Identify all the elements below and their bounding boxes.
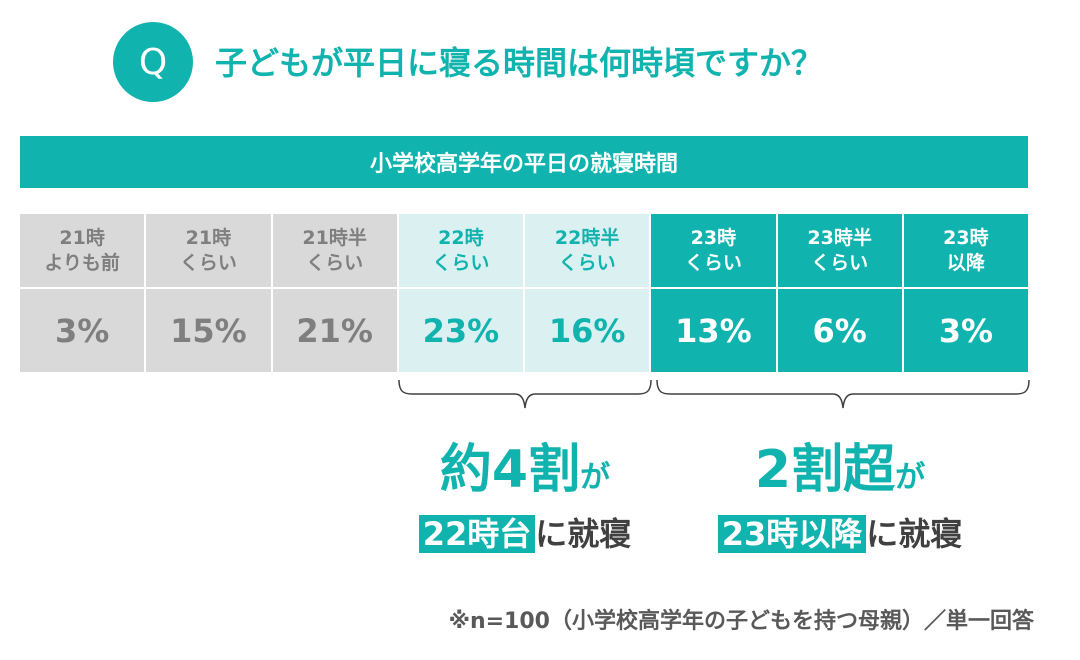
column-around-2330: 23時半 くらい 6%	[775, 214, 902, 372]
callout-highlight: 22時台	[418, 515, 536, 553]
callout-highlight: 23時以降	[717, 515, 867, 553]
column-header: 21時 よりも前	[20, 214, 145, 289]
header-time: 23時	[690, 226, 737, 249]
callout-23-group: 2割超が 23時以降 に就寝	[650, 440, 1030, 556]
header-time: 21時	[185, 226, 232, 249]
header-time: 23時	[943, 226, 989, 249]
header-qualifier: くらい	[684, 251, 742, 274]
column-header: 23時 以降	[903, 214, 1028, 289]
header-time: 22時	[438, 226, 484, 249]
callout-share: 2割超	[754, 440, 896, 500]
header-time: 22時半	[554, 226, 620, 249]
header-qualifier: くらい	[306, 251, 364, 274]
question-title: 子どもが平日に寝る時間は何時頃ですか？	[215, 44, 824, 82]
column-around-22: 22時 くらい 23%	[396, 214, 523, 372]
column-value: 15%	[146, 289, 271, 372]
column-value: 23%	[398, 289, 523, 372]
column-header: 21時 くらい	[146, 214, 271, 289]
question-mark-badge: Q	[113, 22, 193, 102]
column-value: 16%	[525, 289, 650, 372]
header-qualifier: くらい	[811, 251, 869, 274]
brace-22-group	[398, 379, 652, 409]
column-header: 21時半 くらい	[272, 214, 397, 289]
header-qualifier: くらい	[179, 251, 237, 274]
column-header: 23時 くらい	[651, 214, 776, 289]
callout-suffix: に就寝	[535, 515, 632, 553]
column-around-2130: 21時半 くらい 21%	[270, 214, 397, 372]
callout-particle: が	[895, 460, 926, 495]
column-value: 3%	[20, 289, 145, 372]
footnote: ※n=100（小学校高学年の子どもを持つ母親）／単一回答	[448, 609, 1034, 634]
column-header: 23時半 くらい	[777, 214, 902, 289]
column-value: 6%	[777, 289, 902, 372]
callout-suffix: に就寝	[866, 515, 963, 553]
header-time: 21時半	[302, 226, 367, 249]
column-value: 3%	[903, 289, 1028, 372]
column-after-23: 23時 以降 3%	[901, 214, 1028, 372]
callout-share: 約4割	[439, 440, 581, 500]
column-header: 22時 くらい	[398, 214, 523, 289]
bedtime-table: 21時 よりも前 3% 21時 くらい 15% 21時半 くらい 21% 22時…	[20, 214, 1028, 372]
column-around-21: 21時 くらい 15%	[144, 214, 271, 372]
column-header: 22時半 くらい	[525, 214, 650, 289]
column-value: 21%	[272, 289, 397, 372]
header-qualifier: くらい	[558, 251, 616, 274]
header-qualifier: よりも前	[44, 251, 120, 274]
column-value: 13%	[651, 289, 776, 372]
header-time: 21時	[59, 226, 105, 249]
header-qualifier: 以降	[946, 251, 985, 274]
column-around-23: 23時 くらい 13%	[649, 214, 776, 372]
column-around-2230: 22時半 くらい 16%	[523, 214, 650, 372]
brace-23-group	[656, 379, 1030, 409]
header-qualifier: くらい	[432, 251, 490, 274]
callout-22-group: 約4割が 22時台 に就寝	[402, 440, 648, 556]
table-title: 小学校高学年の平日の就寝時間	[20, 136, 1028, 188]
header-time: 23時半	[807, 226, 872, 249]
callout-particle: が	[580, 460, 611, 495]
column-before-21: 21時 よりも前 3%	[20, 214, 145, 372]
